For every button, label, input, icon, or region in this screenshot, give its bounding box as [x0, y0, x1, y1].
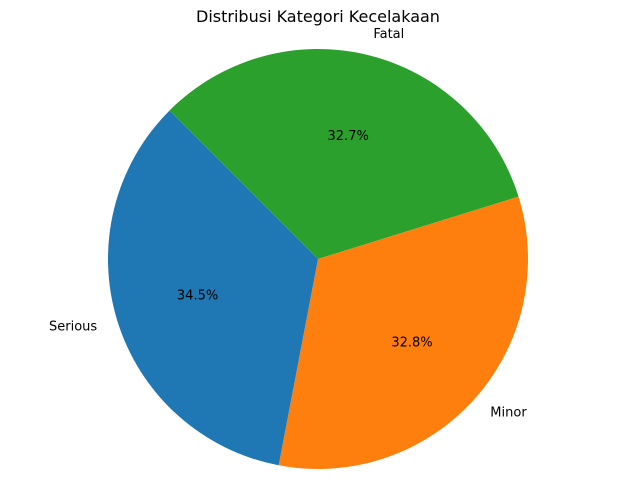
pie-slice-minor — [278, 196, 528, 469]
slice-percent-minor: 32.8% — [391, 335, 432, 350]
slice-label-serious: Serious — [49, 319, 97, 334]
slice-percent-fatal: 32.7% — [328, 129, 369, 144]
slice-label-minor: Minor — [490, 405, 527, 420]
pie-labels: Fatal 32.7% Minor 32.8% Serious 34.5% — [49, 27, 527, 420]
slice-label-fatal: Fatal — [373, 27, 404, 42]
pie-slices — [108, 49, 528, 469]
pie-slice-serious — [108, 110, 319, 466]
chart-title: Distribusi Kategori Kecelakaan — [196, 7, 440, 26]
slice-percent-serious: 34.5% — [177, 289, 218, 304]
pie-slice-fatal — [169, 49, 519, 260]
